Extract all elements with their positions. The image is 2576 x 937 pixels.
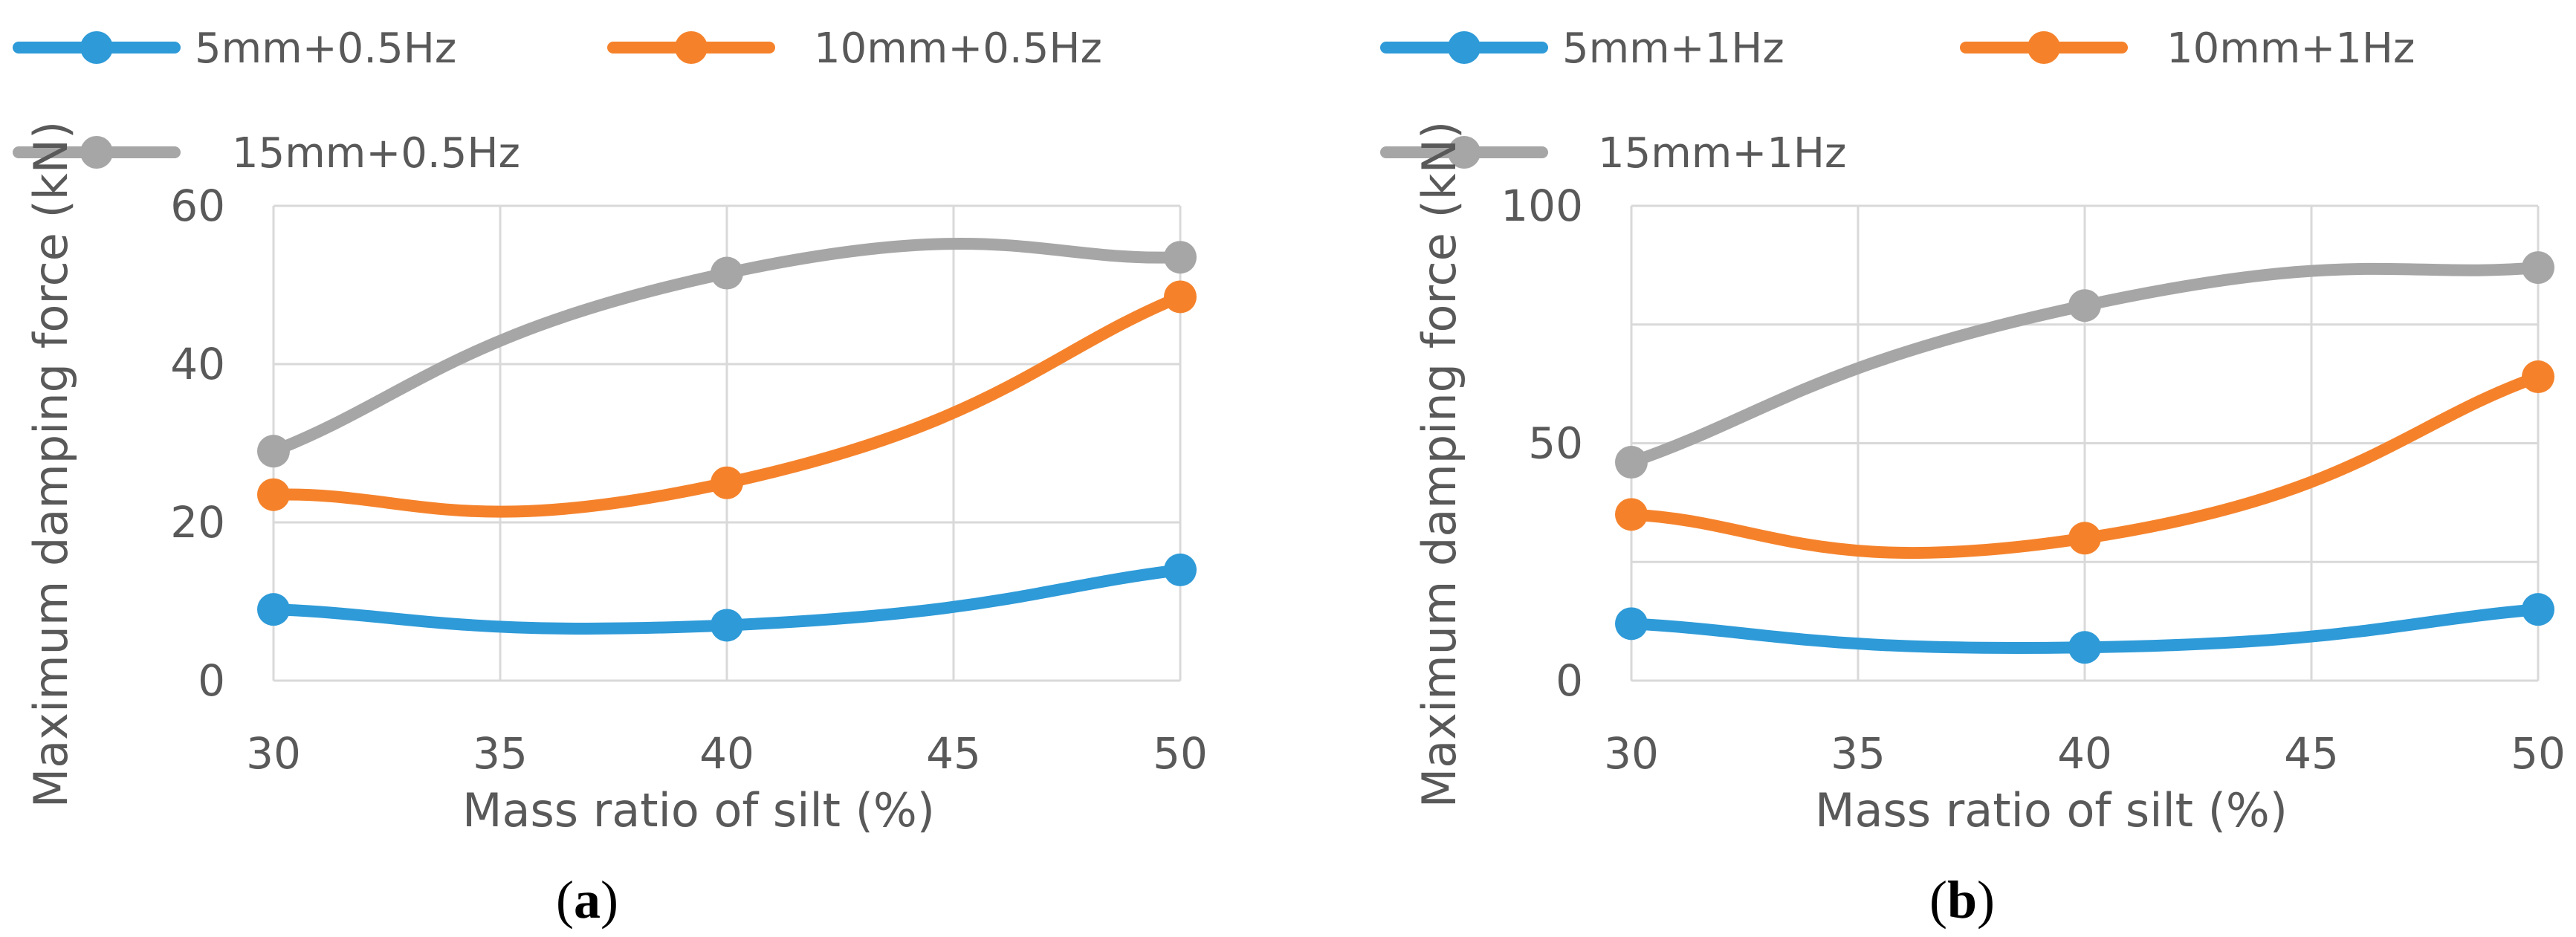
panel-a-legend: 5mm+0.5Hz 10mm+0.5Hz 15mm+0.5Hz bbox=[13, 25, 1102, 178]
data-point bbox=[2068, 631, 2101, 664]
data-point bbox=[257, 435, 290, 468]
data-point bbox=[711, 256, 743, 290]
panel-b-y-axis-title: Maximum damping force (kN) bbox=[1412, 121, 1466, 808]
data-point bbox=[257, 478, 290, 511]
legend-label: 10mm+1Hz bbox=[2166, 25, 2415, 73]
legend-marker bbox=[1448, 31, 1480, 64]
panel-a: 0 20 40 60 30 35 40 45 50 5mm+0.5Hz 10mm+0.5Hz 15m… bbox=[13, 25, 1208, 930]
legend-label: 15mm+0.5Hz bbox=[232, 129, 520, 178]
panel-b-grid bbox=[1630, 204, 2540, 682]
data-point bbox=[2068, 289, 2101, 322]
data-point bbox=[2522, 593, 2554, 626]
x-tick-label: 40 bbox=[699, 728, 754, 779]
x-tick-label: 30 bbox=[246, 728, 301, 779]
y-tick-label: 100 bbox=[1501, 181, 1583, 231]
data-point bbox=[257, 593, 290, 626]
panel-b-series bbox=[1615, 251, 2554, 664]
panel-b-label: (b) bbox=[1929, 870, 1995, 930]
x-tick-label: 50 bbox=[1153, 728, 1208, 779]
data-point bbox=[1615, 446, 1648, 479]
panel-b-ticks: 0 50 100 30 35 40 45 50 bbox=[1501, 181, 2566, 779]
panel-a-label: (a) bbox=[556, 870, 618, 930]
x-tick-label: 35 bbox=[473, 728, 528, 779]
y-tick-label: 0 bbox=[1556, 655, 1583, 706]
data-point bbox=[1164, 280, 1197, 314]
panel-b-legend: 5mm+1Hz 10mm+1Hz 15mm+1Hz bbox=[1380, 25, 2415, 178]
legend-label: 5mm+0.5Hz bbox=[195, 25, 456, 73]
legend-marker bbox=[1448, 136, 1480, 169]
y-tick-label: 60 bbox=[170, 181, 225, 231]
panel-a-series bbox=[257, 238, 1197, 642]
legend-marker bbox=[80, 31, 113, 64]
x-tick-label: 30 bbox=[1604, 728, 1659, 779]
x-tick-label: 35 bbox=[1831, 728, 1886, 779]
data-point bbox=[711, 609, 743, 642]
y-tick-label: 0 bbox=[198, 655, 225, 706]
x-tick-label: 45 bbox=[926, 728, 981, 779]
data-point bbox=[1615, 498, 1648, 531]
panel-b-label-letter: b bbox=[1947, 870, 1977, 930]
data-point bbox=[1164, 241, 1197, 274]
panel-a-label-letter: a bbox=[574, 870, 601, 930]
y-tick-label: 40 bbox=[170, 339, 225, 389]
data-point bbox=[1615, 607, 1648, 641]
y-tick-label: 20 bbox=[170, 497, 225, 548]
legend-marker bbox=[80, 136, 113, 169]
panel-a-y-axis-title: Maximum damping force (kN) bbox=[24, 121, 78, 808]
data-point bbox=[1164, 553, 1197, 586]
panel-b: 0 50 100 30 35 40 45 50 5mm+1Hz 10mm+1Hz 15mm+1Hz… bbox=[1380, 25, 2566, 930]
legend-label: 10mm+0.5Hz bbox=[814, 25, 1102, 73]
x-tick-label: 50 bbox=[2511, 728, 2566, 779]
legend-marker bbox=[675, 31, 708, 64]
panel-b-x-axis-title: Mass ratio of silt (%) bbox=[1815, 783, 2288, 837]
x-tick-label: 45 bbox=[2284, 728, 2339, 779]
panel-a-x-axis-title: Mass ratio of silt (%) bbox=[462, 783, 935, 837]
x-tick-label: 40 bbox=[2057, 728, 2112, 779]
data-point bbox=[2068, 522, 2101, 555]
data-point bbox=[2522, 251, 2554, 285]
panel-a-ticks: 0 20 40 60 30 35 40 45 50 bbox=[170, 181, 1208, 779]
data-point bbox=[2522, 360, 2554, 394]
data-point bbox=[711, 466, 743, 499]
legend-label: 15mm+1Hz bbox=[1598, 129, 1846, 178]
legend-label: 5mm+1Hz bbox=[1562, 25, 1784, 73]
y-tick-label: 50 bbox=[1528, 418, 1583, 469]
legend-marker bbox=[2028, 31, 2060, 64]
